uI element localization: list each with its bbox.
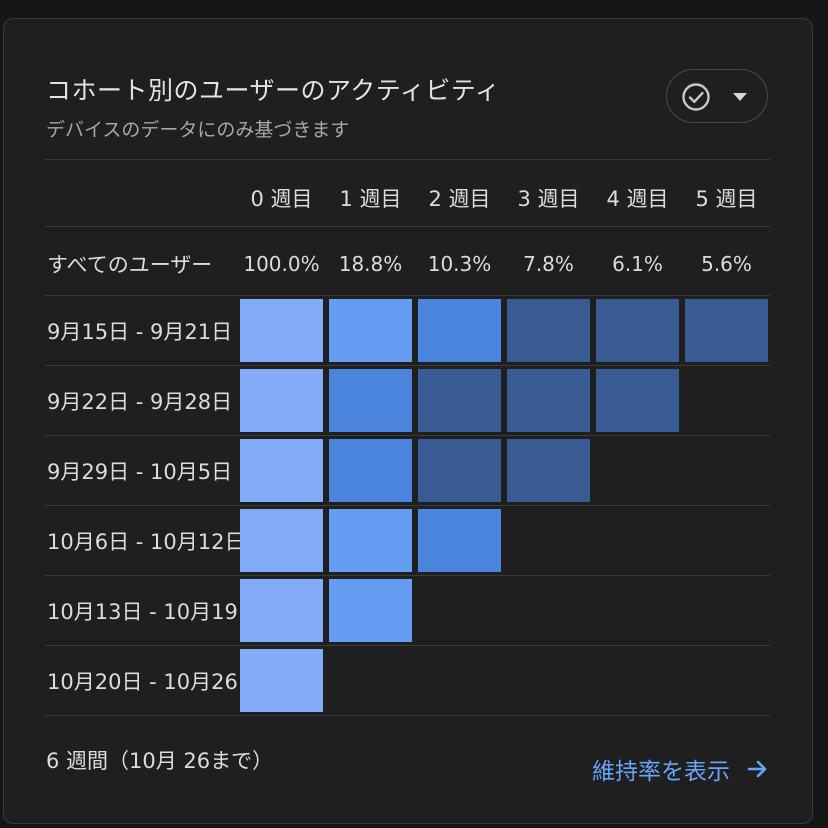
retention-cell[interactable]: [329, 369, 412, 432]
week-header: 3 週目: [517, 187, 580, 211]
week-header: 5 週目: [695, 187, 758, 211]
cohort-label: 9月15日 - 9月21日: [47, 320, 233, 344]
all-users-value: 18.8%: [338, 252, 403, 276]
retention-cell[interactable]: [329, 509, 412, 572]
check-circle-icon: [682, 83, 710, 111]
view-retention-link[interactable]: 維持率を表示: [592, 752, 770, 786]
retention-cell[interactable]: [418, 439, 501, 502]
retention-cell[interactable]: [240, 509, 323, 572]
retention-cell[interactable]: [240, 439, 323, 502]
card-subtitle: デバイスのデータにのみ基づきます: [46, 119, 350, 141]
retention-cell[interactable]: [507, 439, 590, 502]
retention-cell[interactable]: [240, 649, 323, 712]
all-users-value: 100.0%: [243, 252, 320, 276]
divider: [45, 575, 770, 576]
all-users-value: 10.3%: [427, 252, 492, 276]
retention-cell[interactable]: [329, 579, 412, 642]
card-title: コホート別のユーザーのアクティビティ: [46, 76, 501, 105]
all-users-value: 5.6%: [701, 252, 752, 276]
week-header: 4 週目: [606, 187, 669, 211]
retention-cell[interactable]: [240, 299, 323, 362]
retention-cell[interactable]: [418, 299, 501, 362]
week-header: 0 週目: [250, 187, 313, 211]
divider: [45, 645, 770, 646]
cohort-label: 9月29日 - 10月5日: [47, 460, 233, 484]
cohort-label: 10月20日 - 10月26日: [47, 670, 240, 694]
retention-cell[interactable]: [418, 369, 501, 432]
retention-cell[interactable]: [507, 369, 590, 432]
cohort-label: 10月6日 - 10月12日: [47, 530, 240, 554]
dropdown-caret-icon: [733, 93, 747, 101]
divider: [45, 505, 770, 506]
date-range-label: 6 週間（10月 26まで）: [46, 749, 274, 773]
divider: [45, 715, 770, 716]
retention-cell[interactable]: [596, 299, 679, 362]
cohort-label: 10月13日 - 10月19日: [47, 600, 240, 624]
all-users-value: 6.1%: [612, 252, 663, 276]
divider: [45, 226, 770, 227]
arrow-right-icon: [747, 760, 767, 778]
divider: [45, 365, 770, 366]
view-retention-label: 維持率を表示: [592, 759, 730, 785]
retention-cell[interactable]: [329, 299, 412, 362]
divider: [45, 295, 770, 296]
retention-cell[interactable]: [418, 509, 501, 572]
retention-cell[interactable]: [329, 439, 412, 502]
all-users-label: すべてのユーザー: [47, 253, 213, 277]
week-header: 1 週目: [339, 187, 402, 211]
retention-cell[interactable]: [240, 579, 323, 642]
retention-cell[interactable]: [685, 299, 768, 362]
divider: [45, 435, 770, 436]
retention-cell[interactable]: [596, 369, 679, 432]
all-users-value: 7.8%: [523, 252, 574, 276]
retention-cell[interactable]: [240, 369, 323, 432]
cohort-label: 9月22日 - 9月28日: [47, 390, 233, 414]
divider: [45, 159, 770, 160]
compare-dropdown-button[interactable]: [666, 69, 768, 123]
week-header: 2 週目: [428, 187, 491, 211]
retention-cell[interactable]: [507, 299, 590, 362]
